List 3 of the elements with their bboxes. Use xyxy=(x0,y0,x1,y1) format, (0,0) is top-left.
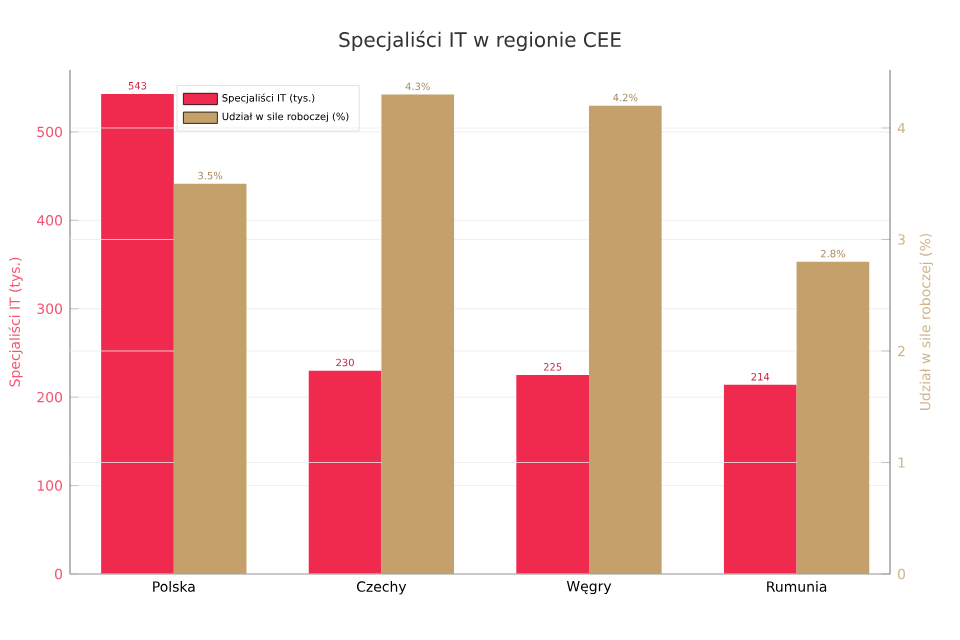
bar xyxy=(381,94,455,574)
bar xyxy=(588,105,662,574)
chart-title: Specjaliści IT w regionie CEE xyxy=(339,30,621,52)
